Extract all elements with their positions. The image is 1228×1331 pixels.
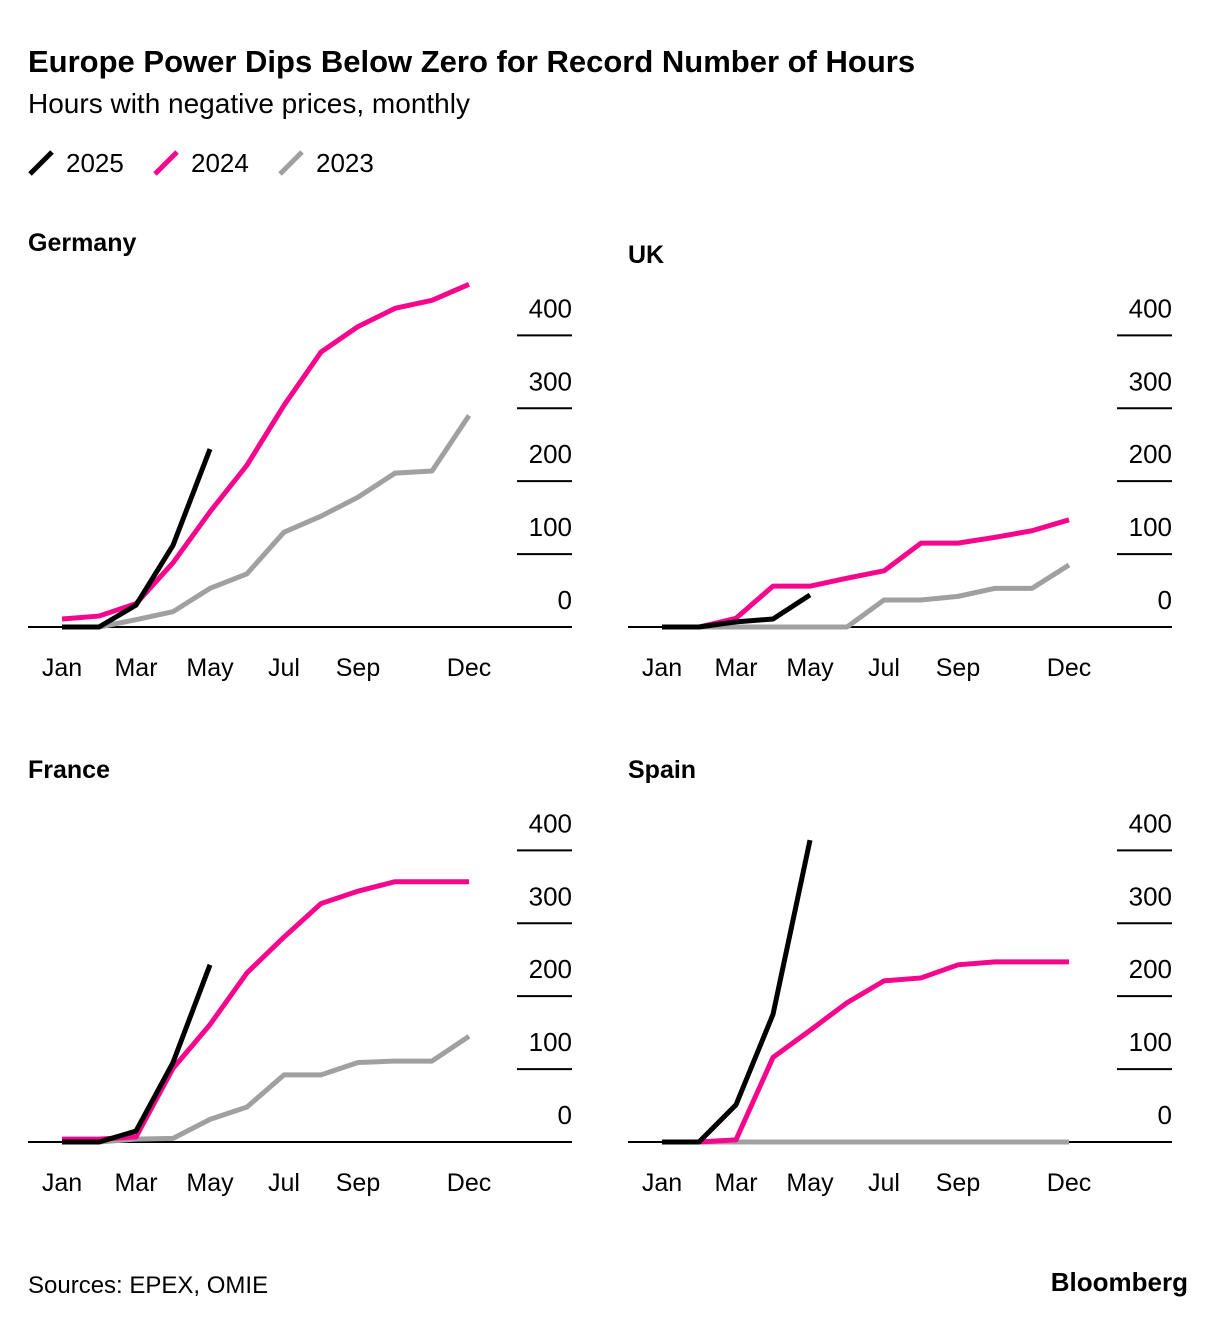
legend-label: 2024: [191, 148, 249, 178]
panel: Germany 0 100 200 300 400 Jan Mar May Jul Sep Dec: [28, 229, 572, 682]
x-tick-label: Mar: [114, 1169, 157, 1197]
series-line: [62, 963, 213, 1145]
legend-label: 2025: [66, 148, 124, 178]
brand: Bloomberg: [1051, 1267, 1188, 1297]
y-tick-label: 100: [529, 1027, 572, 1057]
x-tick-label: Dec: [1047, 1169, 1091, 1197]
series-line: [662, 839, 813, 1145]
x-tick-label: May: [186, 654, 234, 682]
subtitle: Hours with negative prices, monthly: [28, 88, 470, 119]
title: Europe Power Dips Below Zero for Record …: [28, 44, 915, 79]
x-tick-label: Jul: [268, 654, 300, 682]
series-line: [62, 448, 213, 630]
series-line: [62, 414, 472, 630]
series-line: [62, 1034, 471, 1145]
legend: 2025 2024 2023: [28, 148, 374, 178]
series-line: [61, 281, 470, 622]
x-tick-label: Dec: [1047, 654, 1091, 682]
panel-title: Spain: [628, 756, 696, 784]
y-tick-label: 200: [1129, 439, 1172, 469]
y-tick-label: 0: [558, 585, 572, 615]
series-line: [662, 592, 812, 630]
panel-title: UK: [628, 241, 664, 269]
x-tick-label: Dec: [447, 1169, 491, 1197]
x-tick-label: Sep: [336, 1169, 380, 1197]
y-tick-label: 400: [529, 808, 572, 838]
series-line: [62, 879, 469, 1142]
x-tick-label: Dec: [447, 654, 491, 682]
x-tick-label: May: [786, 1169, 834, 1197]
series-line: [662, 517, 1070, 630]
panel: UK 0 100 200 300 400 Jan Mar May Jul Sep Dec: [628, 241, 1172, 682]
x-tick-label: Mar: [714, 654, 757, 682]
x-tick-label: Jan: [642, 1169, 682, 1197]
x-tick-label: Sep: [936, 1169, 980, 1197]
x-tick-label: Jul: [868, 1169, 900, 1197]
y-tick-label: 300: [529, 881, 572, 911]
legend-swatch: [153, 150, 179, 176]
panel-title: Germany: [28, 229, 136, 257]
y-tick-label: 300: [1129, 366, 1172, 396]
y-tick-label: 400: [529, 293, 572, 323]
y-tick-label: 300: [529, 366, 572, 396]
y-tick-label: 200: [529, 439, 572, 469]
panel: France 0 100 200 300 400 Jan Mar May Jul Sep Dec: [28, 756, 572, 1197]
x-tick-label: Mar: [114, 654, 157, 682]
y-tick-label: 100: [1129, 512, 1172, 542]
y-tick-label: 200: [1129, 954, 1172, 984]
legend-label: 2023: [316, 148, 374, 178]
legend-swatch: [28, 150, 54, 176]
y-tick-label: 0: [1158, 585, 1172, 615]
y-tick-label: 200: [529, 954, 572, 984]
y-tick-label: 0: [1158, 1100, 1172, 1130]
panel-title: France: [28, 756, 110, 784]
x-tick-label: Jan: [42, 1169, 82, 1197]
panel: Spain 0 100 200 300 400 Jan Mar May Jul Sep Dec: [628, 756, 1172, 1197]
x-tick-label: Sep: [936, 654, 980, 682]
y-tick-label: 100: [1129, 1027, 1172, 1057]
y-tick-label: 0: [558, 1100, 572, 1130]
y-tick-label: 100: [529, 512, 572, 542]
x-tick-label: Jul: [268, 1169, 300, 1197]
x-tick-label: Mar: [714, 1169, 757, 1197]
x-tick-label: Sep: [336, 654, 380, 682]
x-tick-label: May: [786, 654, 834, 682]
x-tick-label: Jan: [42, 654, 82, 682]
y-tick-label: 300: [1129, 881, 1172, 911]
source: Sources: EPEX, OMIE: [28, 1272, 268, 1299]
series-line: [662, 562, 1071, 630]
series-line: [662, 959, 1069, 1145]
y-tick-label: 400: [1129, 808, 1172, 838]
x-tick-label: Jul: [868, 654, 900, 682]
y-tick-label: 400: [1129, 293, 1172, 323]
x-tick-label: May: [186, 1169, 234, 1197]
x-tick-label: Jan: [642, 654, 682, 682]
legend-swatch: [278, 150, 304, 176]
